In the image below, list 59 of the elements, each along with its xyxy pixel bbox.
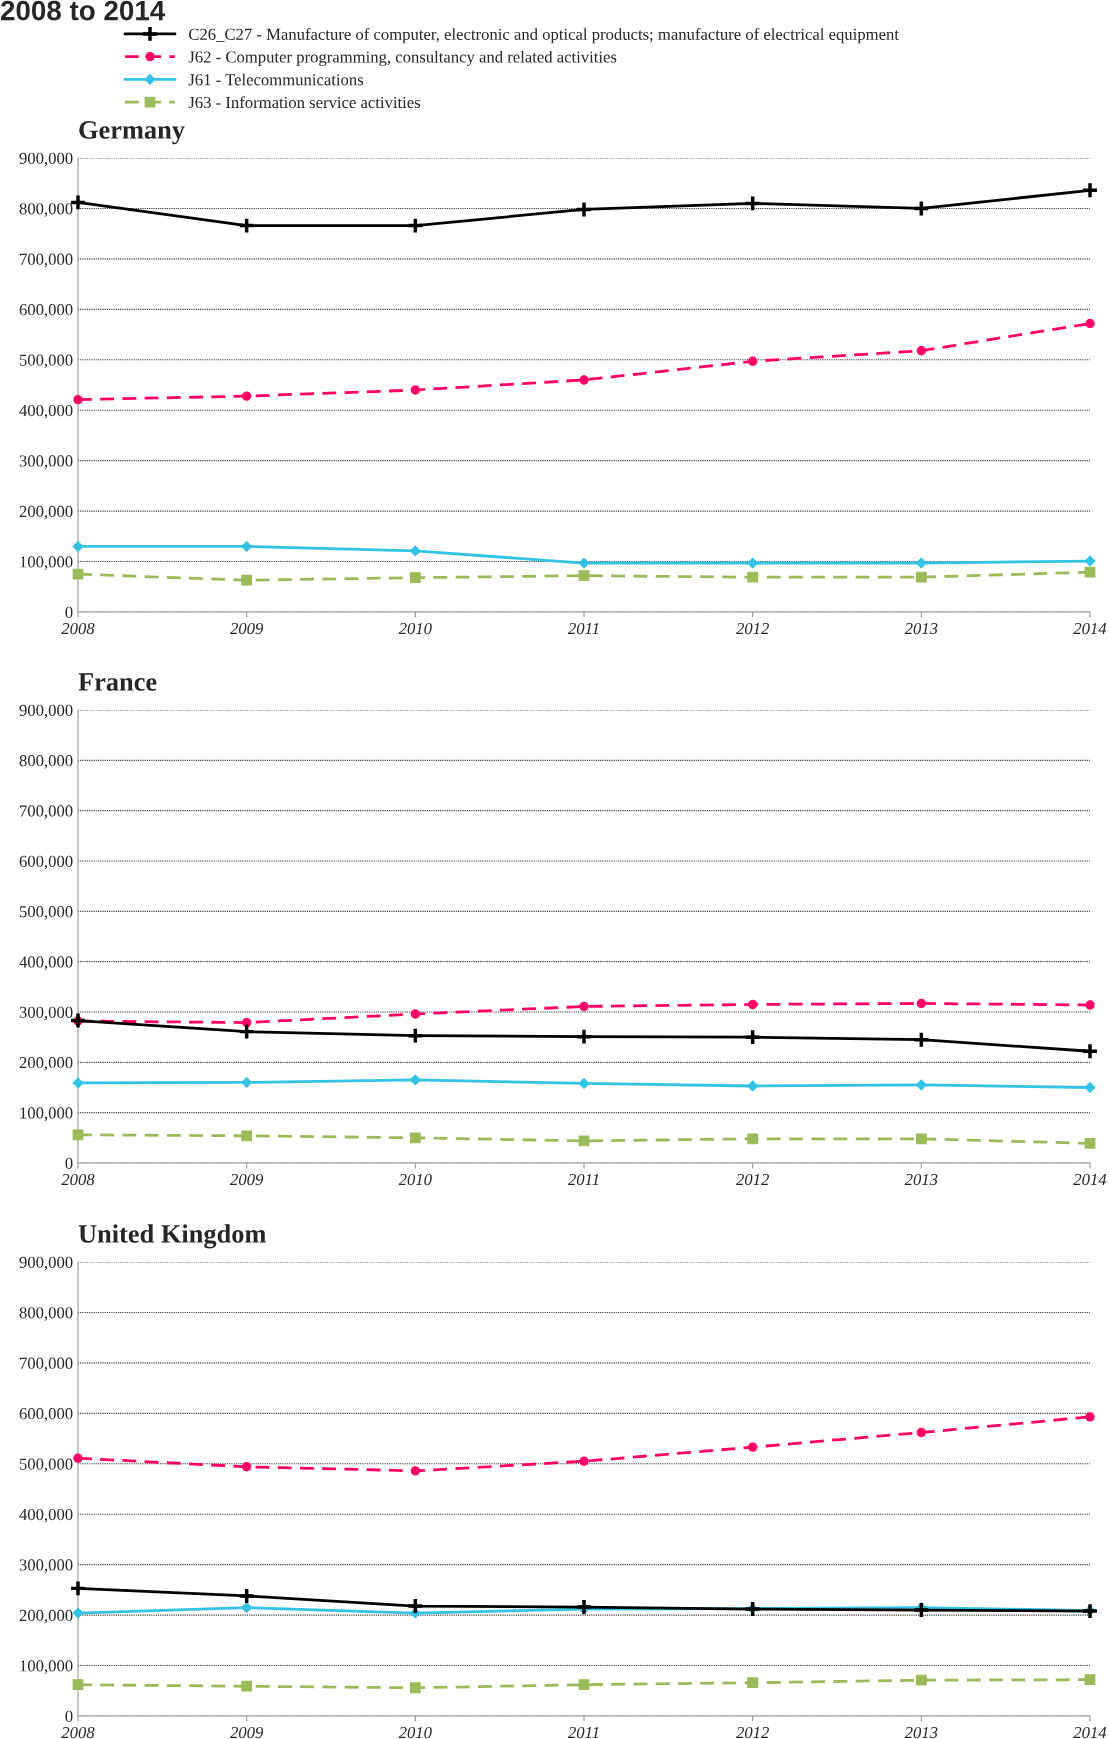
y-tick-label: 600,000 [19, 304, 73, 318]
x-tick-label: 2013 [904, 1173, 938, 1186]
x-tick-label: 2010 [398, 1173, 432, 1186]
y-tick-label: 600,000 [19, 1408, 73, 1422]
y-tick-label: 700,000 [20, 253, 73, 268]
y-tick-label: 0 [65, 1157, 73, 1169]
y-tick-label: 300,000 [19, 1006, 73, 1021]
legend-label: J61 - Telecommunications [188, 73, 364, 86]
x-tick-label: 2011 [567, 1726, 599, 1739]
y-tick-label: 800,000 [19, 1307, 73, 1321]
y-tick-label: 500,000 [19, 1458, 73, 1473]
x-tick-label: 2009 [230, 1173, 264, 1186]
y-tick-label: 300,000 [19, 1559, 73, 1574]
x-tick-label: 2012 [736, 1173, 769, 1186]
y-tick-label: 200,000 [19, 1609, 73, 1624]
y-tick-label: 900,000 [19, 704, 73, 719]
y-tick-label: 100,000 [20, 556, 73, 570]
chart-title: Germany [79, 121, 185, 145]
y-tick-label: 0 [65, 606, 73, 618]
x-tick-label: 2011 [567, 622, 599, 635]
y-tick-label: 100,000 [20, 1107, 73, 1122]
x-tick-label: 2014 [1073, 622, 1107, 635]
y-tick-label: 0 [65, 1710, 73, 1722]
x-tick-label: 2008 [61, 622, 95, 635]
x-tick-label: 2012 [736, 1726, 769, 1739]
y-tick-label: 700,000 [20, 805, 73, 820]
x-tick-label: 2010 [398, 622, 432, 635]
y-tick-label: 100,000 [20, 1660, 73, 1674]
x-tick-label: 2013 [904, 1726, 938, 1739]
y-tick-label: 900,000 [19, 1256, 73, 1271]
y-tick-label: 800,000 [19, 203, 73, 217]
x-tick-label: 2010 [398, 1726, 432, 1739]
x-tick-label: 2011 [567, 1173, 599, 1186]
text: 2008 to 2014 [0, 0, 166, 21]
y-tick-label: 400,000 [19, 1508, 73, 1523]
x-tick-label: 2009 [230, 1726, 264, 1739]
x-tick-label: 2008 [61, 1726, 95, 1739]
legend-label: C26_C27 - Manufacture of computer, electronic and optical products; manufacture of electrical equipment [189, 28, 899, 44]
x-tick-label: 2012 [736, 622, 769, 635]
y-tick-label: 200,000 [19, 505, 73, 520]
x-tick-label: 2014 [1073, 1173, 1107, 1186]
y-tick-label: 200,000 [19, 1057, 73, 1071]
chart-title: France [78, 673, 157, 691]
y-tick-label: 300,000 [19, 455, 73, 470]
x-tick-label: 2013 [904, 622, 938, 635]
y-tick-label: 800,000 [19, 755, 73, 769]
x-tick-label: 2009 [230, 622, 264, 635]
legend-label: J63 - Information service activities [188, 96, 421, 109]
x-tick-label: 2008 [61, 1173, 95, 1186]
y-tick-label: 700,000 [20, 1357, 73, 1372]
y-tick-label: 400,000 [19, 956, 73, 971]
y-tick-label: 600,000 [19, 855, 73, 870]
legend-label: J62 - Computer programming, consultancy and related activities [188, 50, 617, 67]
y-tick-label: 500,000 [19, 354, 73, 369]
chart-title: United Kingdom [78, 1224, 266, 1249]
y-tick-label: 900,000 [19, 152, 73, 167]
y-tick-label: 400,000 [19, 404, 73, 419]
x-tick-label: 2014 [1073, 1726, 1107, 1739]
y-tick-label: 500,000 [19, 906, 73, 920]
